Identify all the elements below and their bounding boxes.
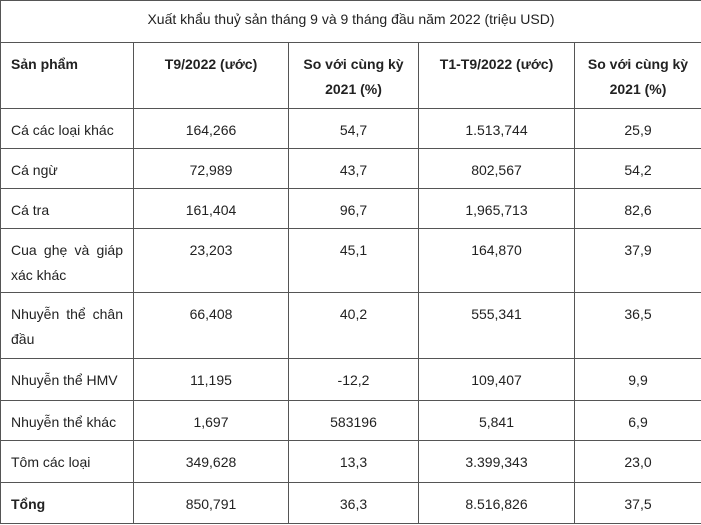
header-cell: Sản phẩm xyxy=(0,42,134,109)
header-row: Sản phẩm T9/2022 (ước) So với cùng kỳ 2021… xyxy=(0,42,701,109)
value-cell: 6,9 xyxy=(574,400,701,441)
value-cell: 802,567 xyxy=(418,148,575,189)
value-cell: 1.513,744 xyxy=(418,108,575,149)
product-cell: Cua ghẹ và giáp xác khác xyxy=(0,228,134,293)
value-cell: 11,195 xyxy=(133,358,289,401)
value-cell: 54,2 xyxy=(574,148,701,189)
table-row: Cá các loại khác 164,266 54,7 1.513,744 25,9 xyxy=(0,108,701,149)
value-cell: 3.399,343 xyxy=(418,440,575,483)
value-cell: 82,6 xyxy=(574,188,701,229)
value-cell: 1,697 xyxy=(133,400,289,441)
value-cell: 23,203 xyxy=(133,228,289,293)
header-cell: T1-T9/2022 (ước) xyxy=(418,42,575,109)
table-title: Xuất khẩu thuỷ sản tháng 9 và 9 tháng đầ… xyxy=(0,0,701,43)
value-cell: 164,266 xyxy=(133,108,289,149)
table-row: Nhuyễn thể HMV 11,195 -12,2 109,407 9,9 xyxy=(0,358,701,401)
value-cell: 25,9 xyxy=(574,108,701,149)
product-cell: Nhuyễn thể chân đầu xyxy=(0,292,134,359)
value-cell: 9,9 xyxy=(574,358,701,401)
value-cell: 37,5 xyxy=(574,482,701,524)
product-cell: Nhuyễn thể khác xyxy=(0,400,134,441)
value-cell: 54,7 xyxy=(288,108,419,149)
value-cell: 850,791 xyxy=(133,482,289,524)
value-cell: 43,7 xyxy=(288,148,419,189)
value-cell: 583196 xyxy=(288,400,419,441)
product-cell: Nhuyễn thể HMV xyxy=(0,358,134,401)
table-row: Cá ngừ 72,989 43,7 802,567 54,2 xyxy=(0,148,701,189)
table-row: Nhuyễn thể khác 1,697 583196 5,841 6,9 xyxy=(0,400,701,441)
value-cell: 66,408 xyxy=(133,292,289,359)
table-row: Cua ghẹ và giáp xác khác 23,203 45,1 164,87… xyxy=(0,228,701,293)
value-cell: 109,407 xyxy=(418,358,575,401)
value-cell: 555,341 xyxy=(418,292,575,359)
value-cell: 161,404 xyxy=(133,188,289,229)
header-cell: T9/2022 (ước) xyxy=(133,42,289,109)
value-cell: 45,1 xyxy=(288,228,419,293)
title-row: Xuất khẩu thuỷ sản tháng 9 và 9 tháng đầ… xyxy=(0,0,701,43)
value-cell: 40,2 xyxy=(288,292,419,359)
table-row: Nhuyễn thể chân đầu 66,408 40,2 555,341 36,5 xyxy=(0,292,701,359)
header-cell: So với cùng kỳ 2021 (%) xyxy=(574,42,701,109)
product-cell: Cá các loại khác xyxy=(0,108,134,149)
product-cell: Tôm các loại xyxy=(0,440,134,483)
value-cell: 13,3 xyxy=(288,440,419,483)
product-cell: Cá tra xyxy=(0,188,134,229)
table-row: Tôm các loại 349,628 13,3 3.399,343 23,0 xyxy=(0,440,701,483)
value-cell: 349,628 xyxy=(133,440,289,483)
value-cell: -12,2 xyxy=(288,358,419,401)
product-cell: Tổng xyxy=(0,482,134,524)
value-cell: 23,0 xyxy=(574,440,701,483)
table-row: Cá tra 161,404 96,7 1,965,713 82,6 xyxy=(0,188,701,229)
table-row: Tổng 850,791 36,3 8.516,826 37,5 xyxy=(0,482,701,524)
product-cell: Cá ngừ xyxy=(0,148,134,189)
value-cell: 164,870 xyxy=(418,228,575,293)
header-cell: So với cùng kỳ 2021 (%) xyxy=(288,42,419,109)
value-cell: 1,965,713 xyxy=(418,188,575,229)
value-cell: 96,7 xyxy=(288,188,419,229)
value-cell: 72,989 xyxy=(133,148,289,189)
value-cell: 36,3 xyxy=(288,482,419,524)
value-cell: 37,9 xyxy=(574,228,701,293)
value-cell: 8.516,826 xyxy=(418,482,575,524)
value-cell: 36,5 xyxy=(574,292,701,359)
value-cell: 5,841 xyxy=(418,400,575,441)
